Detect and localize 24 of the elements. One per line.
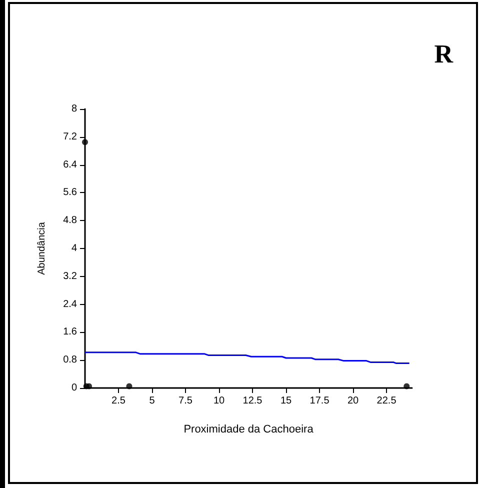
y-tick-label: 0.8 xyxy=(63,354,78,366)
y-tick-label: 5.6 xyxy=(63,187,78,198)
x-tick-label: 10 xyxy=(213,396,226,406)
line-series xyxy=(84,352,410,364)
y-tick-label: 4 xyxy=(71,243,78,254)
y-tick-label: 2.4 xyxy=(63,298,78,310)
y-tick-label: 7.2 xyxy=(63,131,78,142)
x-tick-label: 12.5 xyxy=(242,396,263,406)
y-tick-label: 0 xyxy=(71,382,78,394)
x-tick-label: 7.5 xyxy=(178,396,193,406)
x-tick-label: 5 xyxy=(149,396,156,406)
y-tick-label: 6.4 xyxy=(63,159,78,170)
chart-title: R xyxy=(434,40,454,68)
x-tick-label: 20 xyxy=(347,396,360,406)
y-axis-title: Abundância xyxy=(36,222,48,275)
y-tick-label: 4.8 xyxy=(63,215,78,226)
x-axis-title: Proximidade da Cachoeira xyxy=(184,424,314,436)
y-tick-label: 8 xyxy=(71,104,78,114)
x-tick-label: 2.5 xyxy=(112,396,126,406)
y-tick-label: 1.6 xyxy=(63,326,78,338)
y-tick-label: 3.2 xyxy=(63,270,78,282)
x-tick-label: 22.5 xyxy=(376,396,397,406)
x-tick-label: 15 xyxy=(280,396,292,406)
x-tick-label: 17.5 xyxy=(310,396,330,406)
